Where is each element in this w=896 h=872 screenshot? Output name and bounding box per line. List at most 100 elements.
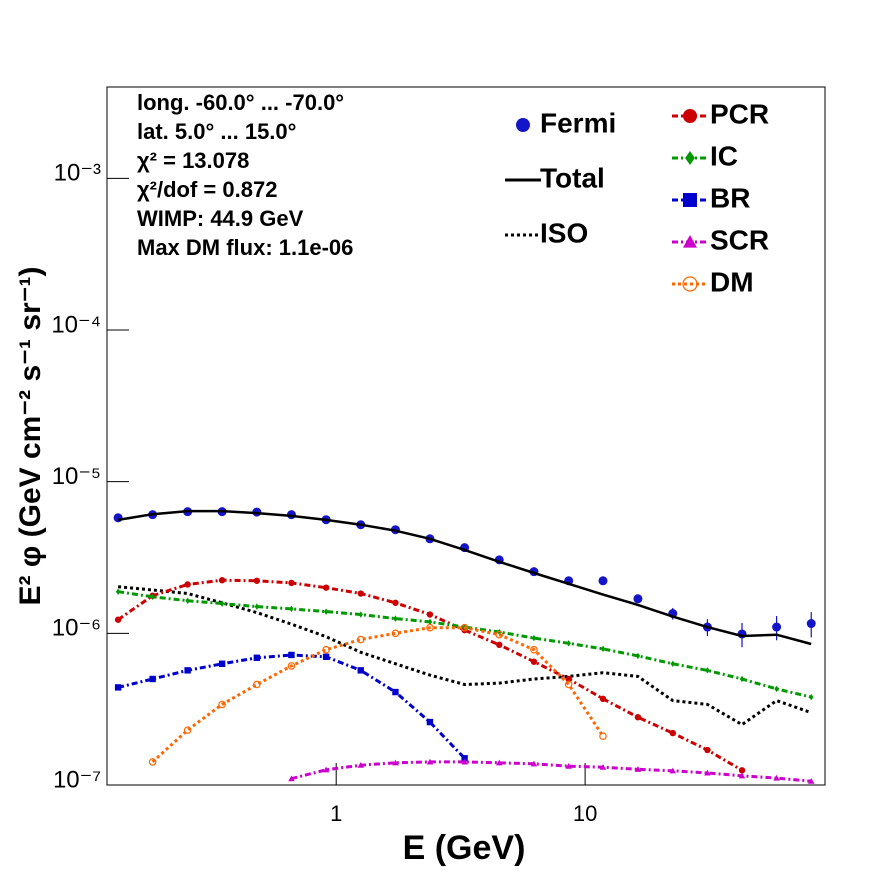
marker: [634, 713, 642, 721]
legend-label: DM: [710, 266, 754, 297]
marker: [254, 603, 260, 610]
marker: [323, 608, 329, 615]
marker: [356, 635, 365, 644]
marker: [426, 758, 434, 765]
marker: [461, 755, 468, 762]
marker: [496, 759, 503, 766]
marker: [322, 645, 330, 654]
marker: [634, 766, 642, 772]
marker: [218, 660, 226, 667]
legend-marker: [683, 193, 697, 207]
marker: [358, 611, 363, 618]
marker: [184, 581, 191, 588]
x-tick-label: 1: [330, 801, 342, 826]
legend-label: PCR: [710, 98, 769, 129]
marker: [253, 680, 261, 689]
legend-marker: [516, 118, 530, 132]
y-tick-label: 10⁻⁵: [52, 463, 101, 490]
marker: [669, 729, 676, 737]
annotation: χ² = 13.078: [137, 148, 249, 173]
legend-label: Total: [540, 162, 605, 193]
annotation: WIMP: 44.9 GeV: [137, 206, 304, 231]
marker: [599, 695, 607, 703]
marker: [774, 685, 779, 693]
marker: [530, 658, 538, 665]
marker: [704, 746, 711, 754]
marker: [149, 675, 156, 683]
y-tick-label: 10⁻³: [54, 160, 101, 187]
marker: [391, 629, 400, 638]
marker: [705, 667, 710, 674]
marker: [287, 662, 296, 670]
marker: [599, 764, 607, 770]
marker: [564, 680, 573, 689]
legend-label: Fermi: [540, 107, 616, 138]
marker: [739, 675, 745, 683]
annotation: lat. 5.0° ... 15.0°: [137, 119, 296, 144]
marker: [460, 623, 469, 632]
marker: [565, 763, 572, 769]
y-tick-label: 10⁻⁷: [53, 766, 101, 793]
marker: [219, 600, 225, 607]
x-axis-title: E (GeV): [403, 829, 526, 867]
marker: [808, 777, 815, 784]
marker: [461, 758, 468, 765]
marker: [530, 645, 538, 654]
marker: [600, 645, 606, 653]
marker: [184, 667, 191, 674]
legend-label: BR: [710, 182, 750, 213]
marker: [635, 652, 641, 660]
marker: [669, 767, 676, 774]
marker: [808, 693, 814, 701]
marker: [427, 618, 433, 626]
marker: [185, 597, 190, 604]
marker: [392, 688, 399, 696]
marker: [322, 584, 330, 591]
marker: [393, 615, 398, 622]
legend-marker: [685, 151, 695, 165]
marker: [738, 767, 746, 774]
marker: [114, 616, 122, 623]
legend-label: ISO: [540, 217, 588, 248]
marker: [426, 718, 434, 726]
marker: [357, 667, 364, 674]
marker: [530, 760, 538, 767]
legend-marker: [683, 109, 697, 123]
y-axis-title: E² φ (GeV cm⁻² s⁻¹ sr⁻¹): [14, 266, 47, 605]
series-line: [117, 585, 812, 727]
marker: [392, 599, 399, 606]
series-line: [117, 590, 812, 699]
annotation: Max DM flux: 1.1e-06: [137, 235, 353, 260]
marker: [322, 653, 330, 661]
data-point: [772, 622, 782, 632]
marker: [148, 758, 157, 766]
marker: [496, 641, 503, 649]
y-tick-label: 10⁻⁶: [52, 615, 101, 642]
marker: [738, 772, 746, 779]
marker: [670, 660, 676, 667]
marker: [218, 577, 226, 584]
marker: [565, 675, 572, 683]
marker: [288, 579, 295, 587]
marker: [357, 590, 364, 597]
marker: [253, 577, 261, 584]
marker: [495, 630, 504, 639]
y-tick-label: 10⁻⁴: [51, 311, 101, 338]
series-line: [117, 509, 812, 646]
marker: [773, 774, 780, 781]
marker: [392, 759, 399, 766]
plot-frame: [106, 86, 826, 786]
marker: [218, 700, 226, 709]
annotation: χ²/dof = 0.872: [137, 177, 277, 202]
x-tick-label: 10: [573, 801, 597, 826]
annotation: long. -60.0° ... -70.0°: [137, 90, 344, 115]
series-line: [151, 626, 605, 764]
marker: [115, 588, 121, 595]
data-point: [633, 594, 643, 604]
marker: [426, 623, 434, 632]
marker: [599, 732, 607, 740]
legend-marker: [683, 235, 697, 248]
marker: [322, 766, 330, 773]
